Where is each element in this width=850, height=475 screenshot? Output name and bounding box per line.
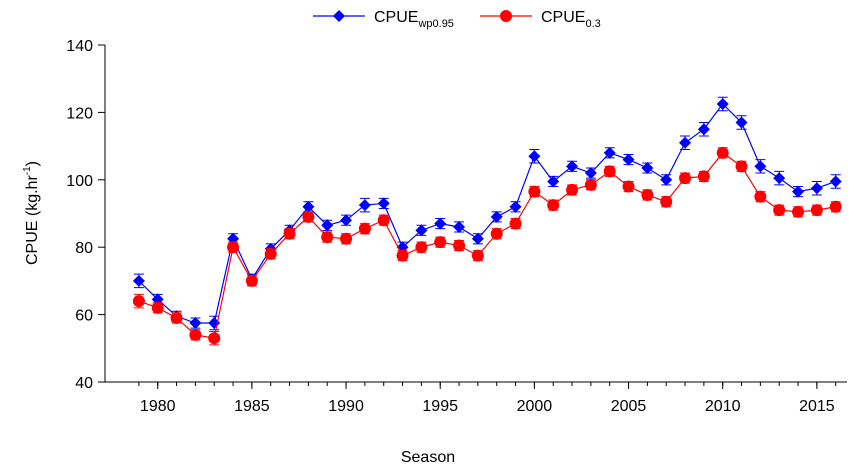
marker — [340, 232, 353, 245]
x-tick-label: 2015 — [799, 398, 835, 415]
x-tick-label: 2010 — [705, 398, 741, 415]
marker — [132, 274, 145, 287]
marker — [415, 241, 428, 254]
legend-sub: wp0.95 — [417, 18, 453, 30]
x-tick-label: 2005 — [611, 398, 647, 415]
marker — [754, 160, 767, 173]
marker — [660, 195, 673, 208]
marker — [396, 249, 409, 262]
marker — [716, 146, 729, 159]
marker — [603, 146, 616, 159]
legend-sub: 0.3 — [585, 18, 600, 30]
marker — [679, 172, 692, 185]
marker — [810, 182, 823, 195]
marker — [490, 210, 503, 223]
y-tick-label: 100 — [66, 173, 93, 190]
marker — [358, 222, 371, 235]
marker — [358, 199, 371, 212]
marker — [189, 317, 202, 330]
y-tick-label: 40 — [75, 375, 93, 392]
series-line — [138, 152, 836, 339]
marker — [528, 150, 541, 163]
marker — [377, 197, 390, 210]
marker — [208, 332, 221, 345]
marker — [792, 185, 805, 198]
x-tick-label: 1985 — [234, 398, 270, 415]
marker — [622, 180, 635, 193]
marker — [377, 214, 390, 227]
marker — [641, 188, 654, 201]
legend-name: CPUE — [374, 9, 418, 26]
marker — [773, 172, 786, 185]
marker — [773, 204, 786, 217]
marker — [716, 97, 729, 110]
marker — [679, 136, 692, 149]
y-tick-label: 120 — [66, 105, 93, 122]
marker — [566, 183, 579, 196]
legend-marker — [333, 10, 345, 22]
marker — [697, 123, 710, 136]
legend-label: CPUEwp0.95 — [374, 9, 454, 30]
marker — [321, 219, 334, 232]
marker — [603, 165, 616, 178]
y-tick-label: 80 — [75, 240, 93, 257]
series-line — [138, 103, 836, 324]
y-label-main: CPUE (kg.hr — [24, 175, 41, 265]
marker — [245, 274, 258, 287]
marker — [509, 217, 522, 230]
marker — [453, 239, 466, 252]
marker — [302, 200, 315, 213]
legend-marker — [500, 10, 512, 22]
x-axis-label: Season — [401, 449, 455, 466]
x-tick-label: 1995 — [422, 398, 458, 415]
marker — [415, 224, 428, 237]
marker — [434, 236, 447, 249]
marker — [547, 175, 560, 188]
marker — [227, 241, 240, 254]
marker — [566, 160, 579, 173]
marker — [792, 205, 805, 218]
marker — [584, 167, 597, 180]
marker — [735, 116, 748, 129]
marker — [641, 162, 654, 175]
marker — [584, 178, 597, 191]
legend-name: CPUE — [541, 9, 585, 26]
marker — [490, 227, 503, 240]
marker — [697, 170, 710, 183]
y-tick-label: 60 — [75, 308, 93, 325]
marker — [132, 295, 145, 308]
marker — [471, 249, 484, 262]
marker — [829, 175, 842, 188]
marker — [660, 173, 673, 186]
marker — [340, 214, 353, 227]
marker — [453, 220, 466, 233]
x-tick-label: 1980 — [140, 398, 176, 415]
marker — [151, 301, 164, 314]
marker — [170, 311, 183, 324]
y-axis-label: CPUE (kg.hr-1) — [22, 161, 41, 265]
marker — [434, 217, 447, 230]
legend-label: CPUE0.3 — [541, 9, 601, 30]
y-label-sup: -1 — [22, 166, 33, 175]
marker — [547, 199, 560, 212]
marker — [509, 200, 522, 213]
marker — [189, 328, 202, 341]
marker — [622, 153, 635, 166]
marker — [735, 160, 748, 173]
marker — [754, 190, 767, 203]
marker — [302, 210, 315, 223]
marker — [283, 227, 296, 240]
y-label-end: ) — [24, 161, 41, 166]
marker — [829, 200, 842, 213]
marker — [810, 204, 823, 217]
marker — [264, 247, 277, 260]
y-tick-label: 140 — [66, 38, 93, 55]
x-tick-label: 2000 — [517, 398, 553, 415]
x-tick-label: 1990 — [328, 398, 364, 415]
marker — [471, 232, 484, 245]
marker — [321, 231, 334, 244]
marker — [528, 185, 541, 198]
